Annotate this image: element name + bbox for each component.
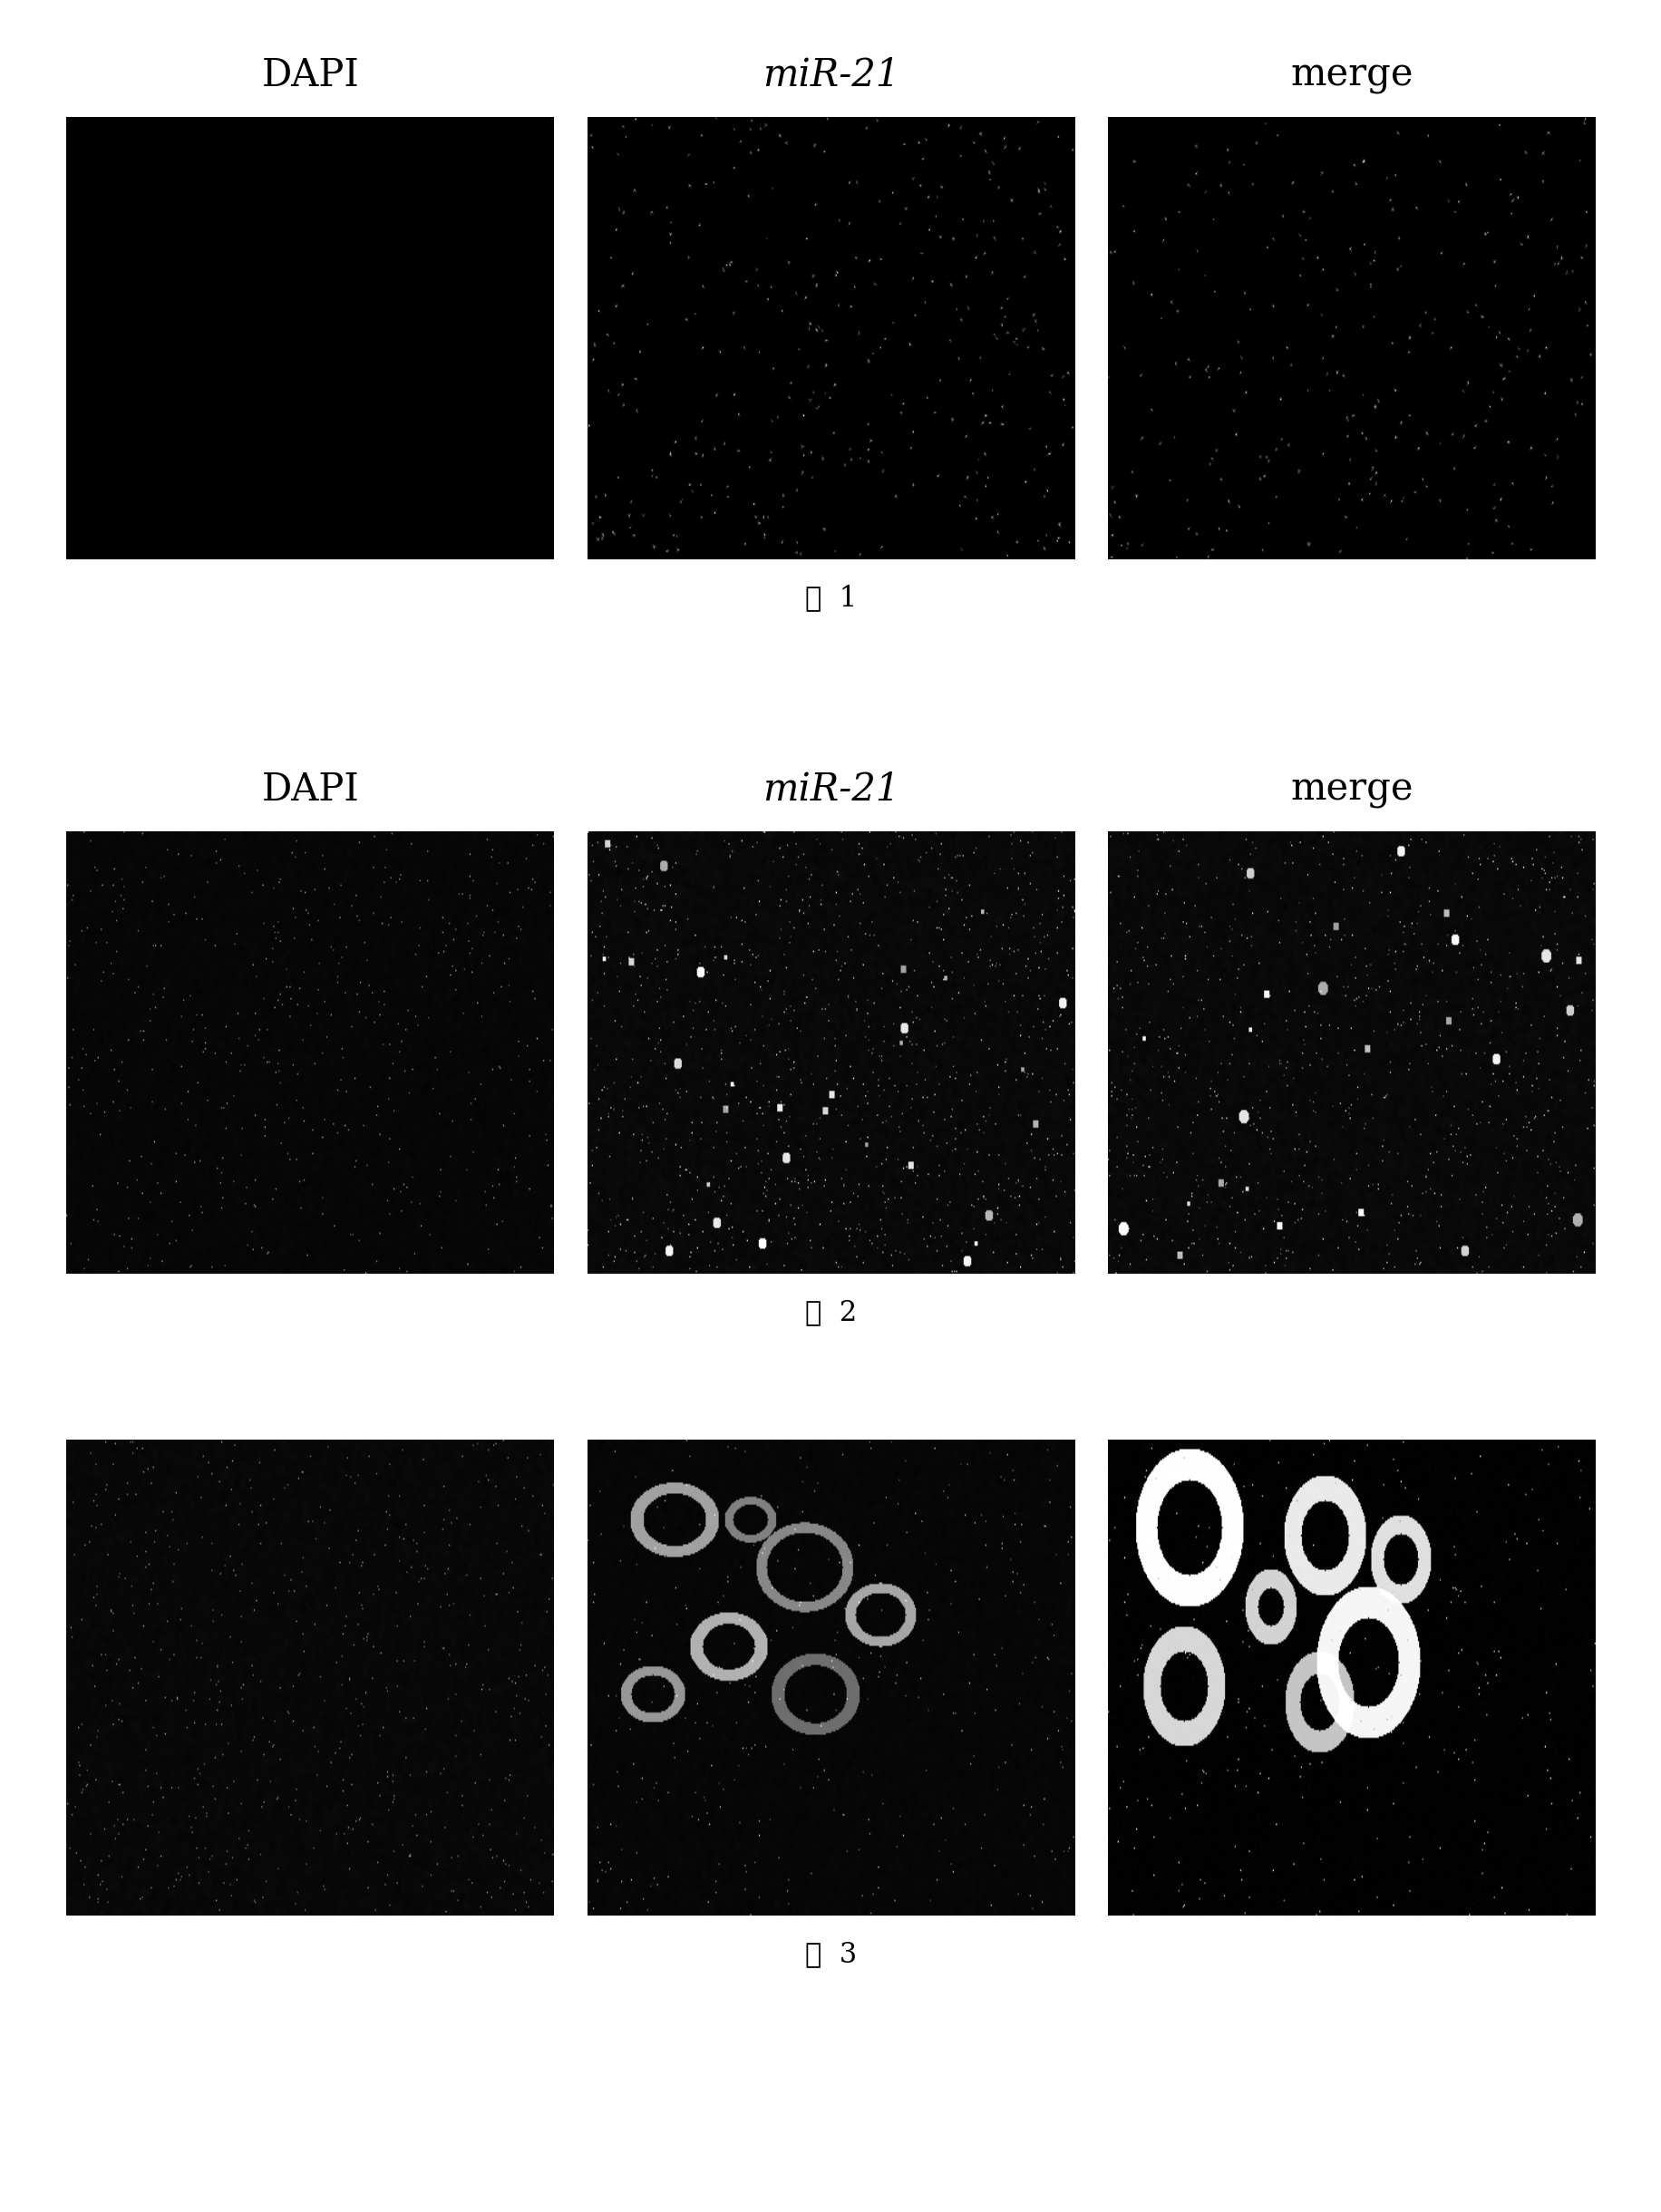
Text: DAPI: DAPI <box>261 770 359 810</box>
Text: miR-21: miR-21 <box>762 770 899 810</box>
Text: 图  2: 图 2 <box>804 1298 857 1327</box>
Text: miR-21: miR-21 <box>762 55 899 95</box>
Text: DAPI: DAPI <box>261 55 359 95</box>
Text: 图  3: 图 3 <box>804 1940 857 1969</box>
Text: merge: merge <box>1289 55 1412 95</box>
Text: merge: merge <box>1289 770 1412 810</box>
Text: 图  1: 图 1 <box>804 584 857 613</box>
